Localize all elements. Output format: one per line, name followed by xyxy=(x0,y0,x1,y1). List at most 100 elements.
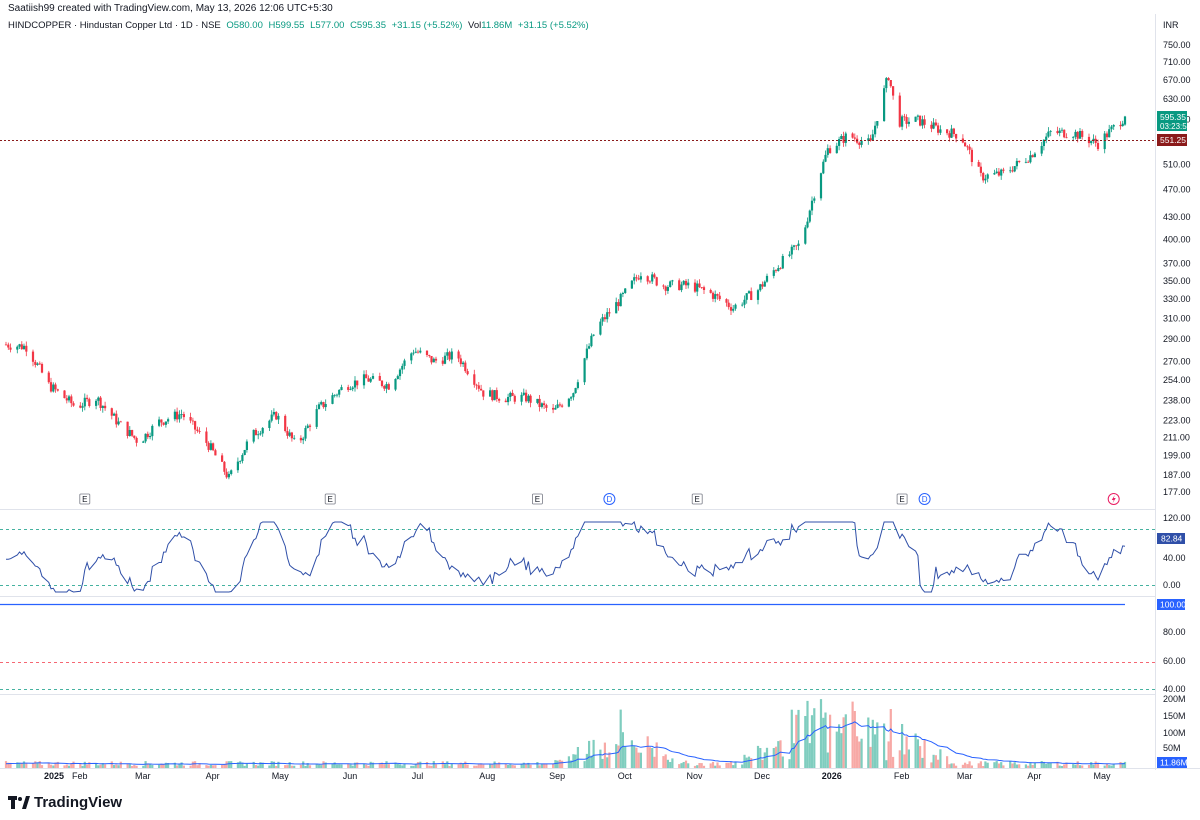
volume-bar xyxy=(714,765,717,768)
candle-body xyxy=(545,405,548,408)
candle-body xyxy=(459,358,462,365)
candle-body xyxy=(54,384,57,390)
candle-body xyxy=(835,145,838,154)
volume-bar xyxy=(158,764,161,768)
candle-body xyxy=(272,412,275,415)
candle-body xyxy=(669,281,672,287)
chart-canvas[interactable]: INR 750.00710.00670.00630.00590.00510.00… xyxy=(0,0,1200,790)
candle-body xyxy=(254,429,257,436)
candle-body xyxy=(257,434,260,436)
currency-label: INR xyxy=(1163,20,1179,30)
volume-bar xyxy=(459,762,462,768)
volume-bar xyxy=(921,757,924,768)
earnings-marker[interactable] xyxy=(324,493,336,505)
candle-body xyxy=(270,414,273,421)
volume-bar xyxy=(700,763,703,768)
volume-bar xyxy=(633,746,636,768)
volume-bar xyxy=(86,764,89,768)
volume-bar xyxy=(901,724,904,768)
candle-body xyxy=(709,290,712,293)
lightning-icon xyxy=(1111,495,1116,503)
tradingview-logo[interactable]: TradingView xyxy=(8,794,122,811)
volume-bar xyxy=(1042,761,1045,768)
dividend-marker[interactable] xyxy=(918,493,931,505)
volume-bar xyxy=(903,754,906,768)
candle-body xyxy=(117,421,120,425)
candle-body xyxy=(529,395,532,403)
candle-body xyxy=(772,270,775,276)
volume-bar xyxy=(115,764,118,768)
candle-body xyxy=(95,400,98,406)
volume-bar xyxy=(275,766,278,768)
candle-body xyxy=(572,393,575,398)
volume-bar xyxy=(277,761,280,768)
candle-body xyxy=(576,382,579,388)
candle-body xyxy=(396,376,399,379)
volume-bar xyxy=(498,762,501,768)
volume-bar xyxy=(844,714,847,768)
volume-bar xyxy=(615,744,618,768)
vol-tick-100m: 100M xyxy=(1163,728,1186,738)
price-tick: 710.00 xyxy=(1163,57,1191,67)
volume-bar xyxy=(349,764,352,768)
volume-bar xyxy=(20,763,23,768)
volume-bar xyxy=(1081,765,1084,768)
volume-bar xyxy=(142,765,145,768)
volume-bar xyxy=(196,765,199,768)
volume-bar xyxy=(540,764,543,768)
symbol-name[interactable]: HINDCOPPER · Hindustan Copper Ltd · 1D ·… xyxy=(8,20,221,31)
volume-bar xyxy=(709,763,712,768)
volume-bar xyxy=(482,764,485,768)
earnings-marker[interactable] xyxy=(532,493,543,505)
volume-bar xyxy=(16,762,19,768)
volume-bar xyxy=(47,762,50,768)
candle-body xyxy=(901,116,904,127)
time-label: May xyxy=(272,771,290,781)
candle-body xyxy=(871,134,874,141)
candle-body xyxy=(196,429,199,431)
candle-body xyxy=(173,411,176,420)
candle-body xyxy=(948,133,951,138)
candle-body xyxy=(284,415,287,431)
volume-bar xyxy=(457,764,460,768)
volume-bar xyxy=(554,760,557,768)
candle-body xyxy=(207,442,210,450)
volume-bar xyxy=(1049,762,1052,768)
candle-body xyxy=(275,412,278,420)
volume-bar xyxy=(889,709,892,768)
volume-bar xyxy=(655,742,658,768)
volume-bar xyxy=(495,763,498,768)
earnings-marker[interactable] xyxy=(896,493,908,505)
time-axis[interactable]: 2025 Feb Mar Apr May Jun Jul Aug Sep Oct Nov Dec 202… xyxy=(44,771,1111,781)
volume-bar xyxy=(151,765,154,768)
candle-body xyxy=(40,364,44,373)
candle-body xyxy=(1042,139,1045,146)
volume-bar xyxy=(1013,762,1016,768)
osc2-tick-80: 80.00 xyxy=(1163,627,1186,637)
candle-body xyxy=(493,390,496,401)
volume-bar xyxy=(223,764,226,768)
volume-bar xyxy=(732,765,735,768)
volume-bar xyxy=(430,765,433,768)
earnings-marker[interactable] xyxy=(691,493,703,505)
candle-body xyxy=(446,352,449,356)
price-axis[interactable]: 750.00710.00670.00630.00590.00510.00470.… xyxy=(1163,40,1191,497)
volume-bar xyxy=(272,761,275,768)
volume-bar xyxy=(810,715,814,768)
candle-body xyxy=(743,299,746,305)
volume-bar xyxy=(351,765,354,768)
candle-body xyxy=(324,404,327,408)
price-tick: 400.00 xyxy=(1163,235,1191,245)
candle-body xyxy=(662,285,665,287)
candle-body xyxy=(853,137,856,139)
earnings-marker[interactable] xyxy=(79,493,91,505)
candle-body xyxy=(923,119,926,125)
dividend-marker[interactable] xyxy=(603,493,616,505)
candle-body xyxy=(167,419,170,422)
chart-attribution: Saatiish99 created with TradingView.com,… xyxy=(8,3,333,14)
candle-body xyxy=(1065,137,1068,139)
volume-bar xyxy=(178,764,181,768)
volume-bar xyxy=(214,765,217,768)
volume-bar xyxy=(239,761,242,768)
